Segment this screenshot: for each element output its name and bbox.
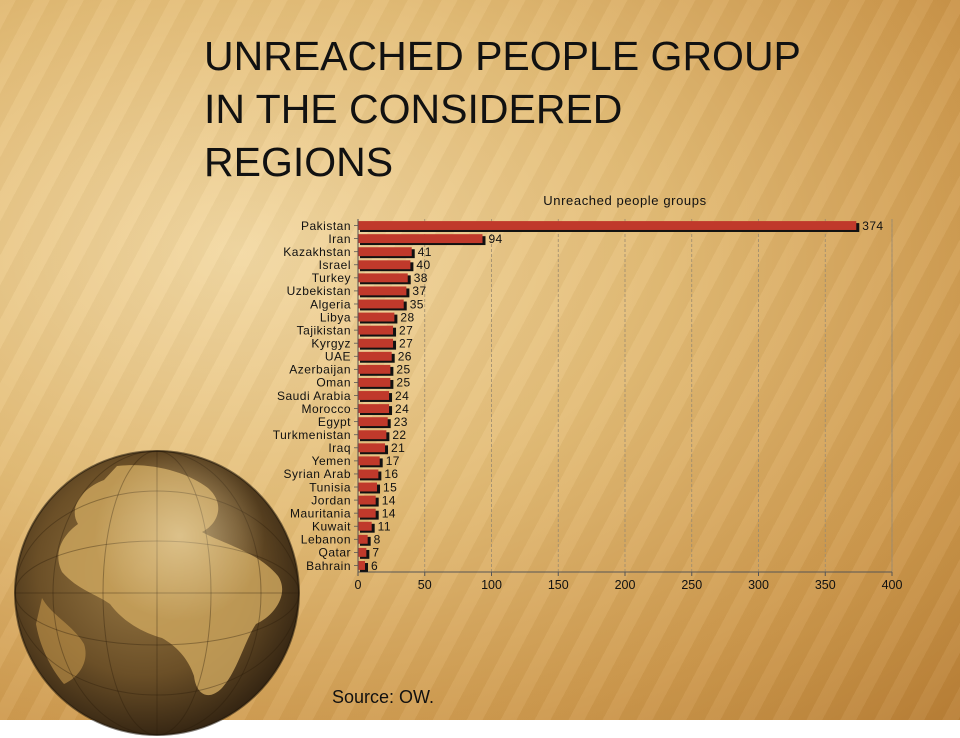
category-label: Iraq [328, 441, 351, 455]
data-label: 28 [400, 310, 414, 324]
bar [358, 286, 407, 296]
category-label: Qatar [318, 546, 351, 560]
category-label: Kazakhstan [283, 245, 351, 259]
category-label: Egypt [318, 415, 351, 429]
bar [358, 456, 380, 466]
data-label: 8 [374, 533, 381, 547]
data-label: 14 [382, 493, 396, 507]
bar [358, 521, 372, 531]
data-label: 17 [386, 454, 400, 468]
data-label: 94 [488, 232, 502, 246]
source-note: Source: OW. [332, 687, 435, 707]
data-label: 26 [398, 350, 412, 364]
title-line: IN THE CONSIDERED [204, 86, 623, 132]
bar [358, 325, 394, 335]
category-label: Bahrain [306, 559, 351, 573]
category-label: Libya [320, 310, 351, 324]
x-tick-label: 200 [615, 578, 636, 592]
bar [358, 547, 367, 557]
category-label: Uzbekistan [287, 284, 351, 298]
category-label: Azerbaijan [289, 363, 351, 377]
bar [358, 273, 408, 283]
data-label: 7 [372, 546, 379, 560]
category-label: Morocco [301, 402, 351, 416]
bar [358, 534, 368, 544]
data-label: 21 [391, 441, 405, 455]
data-label: 24 [395, 402, 409, 416]
data-label: 6 [371, 559, 378, 573]
title-line: REGIONS [204, 139, 394, 185]
category-label: Algeria [310, 297, 351, 311]
data-label: 27 [399, 323, 413, 337]
category-label: Israel [319, 258, 351, 272]
bar [358, 312, 395, 322]
data-label: 40 [416, 258, 430, 272]
x-tick-label: 0 [355, 578, 362, 592]
data-label: 27 [399, 337, 413, 351]
category-label: Oman [316, 376, 351, 390]
data-label: 22 [392, 428, 406, 442]
data-label: 14 [382, 506, 396, 520]
category-label: Mauritania [290, 506, 351, 520]
data-label: 38 [414, 271, 428, 285]
bar-chart: Unreached people groups 0 50 100 150 200 250 30… [273, 193, 903, 592]
bar [358, 561, 366, 570]
category-label: Yemen [312, 454, 351, 468]
slide-title: UNREACHED PEOPLE GROUP IN THE CONSIDERED… [204, 30, 864, 189]
category-label: Kuwait [312, 520, 351, 534]
category-label: Jordan [311, 493, 351, 507]
bar [358, 338, 394, 348]
bar [358, 247, 412, 257]
bar [358, 391, 390, 400]
x-tick-label: 250 [681, 578, 702, 592]
category-label: Pakistan [301, 219, 351, 233]
x-tick-label: 350 [815, 578, 836, 592]
bar [358, 260, 411, 270]
chart-title: Unreached people groups [543, 193, 706, 208]
bar [358, 482, 378, 492]
data-label: 23 [394, 415, 408, 429]
data-label: 25 [396, 376, 410, 390]
category-label: Saudi Arabia [277, 389, 351, 403]
bar [358, 351, 392, 361]
bar [358, 299, 404, 309]
category-label: Iran [328, 232, 351, 246]
data-label: 37 [412, 284, 426, 298]
bar [358, 469, 379, 479]
data-label: 41 [418, 245, 432, 259]
data-label: 374 [862, 219, 883, 233]
bar [358, 443, 386, 453]
category-label: UAE [325, 350, 351, 364]
bar [358, 221, 857, 230]
category-label: Lebanon [301, 533, 351, 547]
bar [358, 430, 387, 440]
bar [358, 417, 388, 427]
bar [358, 508, 376, 518]
category-label: Tunisia [309, 480, 351, 494]
data-label: 16 [384, 467, 398, 481]
bar [358, 364, 391, 374]
bar [358, 377, 391, 387]
data-label: 35 [410, 297, 424, 311]
data-label: 11 [378, 520, 391, 534]
x-tick-label: 50 [418, 578, 432, 592]
title-line: UNREACHED PEOPLE GROUP [204, 33, 801, 79]
x-tick-label: 150 [548, 578, 569, 592]
category-label: Tajikistan [297, 323, 351, 337]
category-label: Kyrgyz [311, 337, 351, 351]
x-tick-label: 300 [748, 578, 769, 592]
x-tick-label: 100 [481, 578, 502, 592]
data-label: 25 [396, 363, 410, 377]
x-tick-label: 400 [882, 578, 903, 592]
bar [358, 495, 376, 505]
category-label: Syrian Arab [283, 467, 351, 481]
bar [358, 404, 390, 414]
category-label: Turkey [312, 271, 351, 285]
data-label: 24 [395, 389, 409, 403]
data-label: 15 [383, 480, 397, 494]
bar [358, 234, 483, 244]
globe-image [14, 450, 300, 736]
category-label: Turkmenistan [273, 428, 351, 442]
